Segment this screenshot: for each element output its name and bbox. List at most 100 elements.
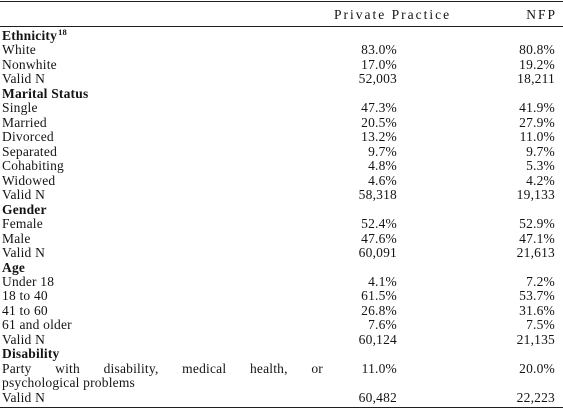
private-practice-value: 52,003 xyxy=(358,71,397,87)
nfp-value: 18,211 xyxy=(517,71,555,87)
table-row: Valid N 52,003 18,211 xyxy=(0,71,563,87)
row-label: Valid N xyxy=(2,389,46,405)
row-label: Married xyxy=(2,114,47,130)
table-row: Valid N 60,124 21,135 xyxy=(0,331,563,347)
private-practice-value: 17.0% xyxy=(361,56,397,72)
nfp-value: 31.6% xyxy=(519,302,555,318)
table-row: Valid N 60,482 22,223 xyxy=(0,389,563,405)
row-label: Valid N xyxy=(2,187,46,203)
section-heading-disability: Disability xyxy=(0,346,563,362)
row-label: Party with disability, medical health, o… xyxy=(2,360,323,376)
row-label: 41 to 60 xyxy=(2,302,48,318)
row-label: Widowed xyxy=(2,172,56,188)
private-practice-value: 13.2% xyxy=(361,129,397,145)
row-label: Separated xyxy=(2,143,58,159)
nfp-value: 21,135 xyxy=(516,331,555,347)
top-rule xyxy=(0,1,563,2)
row-label: 61 and older xyxy=(2,317,72,333)
nfp-value: 47.1% xyxy=(519,230,555,246)
nfp-value: 41.9% xyxy=(519,100,555,116)
row-label: Male xyxy=(2,230,31,246)
private-practice-value: 11.0% xyxy=(361,360,397,376)
nfp-value: 19,133 xyxy=(516,187,555,203)
column-header-private-practice: Private Practice xyxy=(334,7,452,22)
row-label: Valid N xyxy=(2,331,46,347)
private-practice-value: 20.5% xyxy=(361,114,397,130)
section-heading-ethnicity: Ethnicity18 xyxy=(0,26,563,43)
private-practice-value: 47.6% xyxy=(361,230,397,246)
private-practice-value: 4.8% xyxy=(368,158,397,174)
table-row-continuation: psychological problems xyxy=(0,375,563,391)
private-practice-value: 4.6% xyxy=(368,172,397,188)
nfp-value: 19.2% xyxy=(519,56,555,72)
private-practice-value: 26.8% xyxy=(361,302,397,318)
table-row: Separated 9.7% 9.7% xyxy=(0,143,563,159)
table-row: 18 to 40 61.5% 53.7% xyxy=(0,288,563,304)
table-row: 61 and older 7.6% 7.5% xyxy=(0,317,563,333)
section-heading-age: Age xyxy=(0,259,563,275)
table-row: Cohabiting 4.8% 5.3% xyxy=(0,158,563,174)
private-practice-value: 52.4% xyxy=(361,216,397,232)
table-row: Widowed 4.6% 4.2% xyxy=(0,172,563,188)
table-row: Female 52.4% 52.9% xyxy=(0,216,563,232)
row-label: Cohabiting xyxy=(2,158,64,174)
section-heading-gender: Gender xyxy=(0,201,563,217)
row-label: Valid N xyxy=(2,245,46,261)
table-row: Divorced 13.2% 11.0% xyxy=(0,129,563,145)
section-title-text: Ethnicity xyxy=(2,28,58,43)
table-row: 41 to 60 26.8% 31.6% xyxy=(0,302,563,318)
table-row: Male 47.6% 47.1% xyxy=(0,230,563,246)
table-row: White 83.0% 80.8% xyxy=(0,42,563,58)
section-title: Gender xyxy=(2,201,47,217)
private-practice-value: 47.3% xyxy=(361,100,397,116)
nfp-value: 7.5% xyxy=(526,317,555,333)
bottom-rule xyxy=(0,407,563,408)
table-row: Party with disability, medical health, o… xyxy=(0,360,563,376)
private-practice-value: 60,091 xyxy=(358,245,397,261)
nfp-value: 21,613 xyxy=(516,245,555,261)
header-rule xyxy=(0,26,563,27)
column-header-nfp: NFP xyxy=(526,7,557,22)
table-row: Single 47.3% 41.9% xyxy=(0,100,563,116)
table-body: Ethnicity18 White 83.0% 80.8% Nonwhite 1… xyxy=(0,26,563,405)
section-title: Age xyxy=(2,259,26,275)
private-practice-value: 60,482 xyxy=(358,389,397,405)
row-label-continuation: psychological problems xyxy=(2,375,135,391)
row-label: Divorced xyxy=(2,129,54,145)
section-title: Disability xyxy=(2,346,60,362)
nfp-value: 22,223 xyxy=(516,389,555,405)
row-label: 18 to 40 xyxy=(2,288,48,304)
table-row: Married 20.5% 27.9% xyxy=(0,114,563,130)
row-label: Valid N xyxy=(2,71,46,87)
table-row: Valid N 58,318 19,133 xyxy=(0,187,563,203)
private-practice-value: 61.5% xyxy=(361,288,397,304)
nfp-value: 11.0% xyxy=(519,129,555,145)
nfp-value: 5.3% xyxy=(526,158,555,174)
nfp-value: 52.9% xyxy=(519,216,555,232)
row-label: Female xyxy=(2,216,43,232)
private-practice-value: 7.6% xyxy=(368,317,397,333)
nfp-value: 53.7% xyxy=(519,288,555,304)
private-practice-value: 60,124 xyxy=(358,331,397,347)
nfp-value: 4.2% xyxy=(526,172,555,188)
section-title: Marital Status xyxy=(2,85,89,101)
row-label: Nonwhite xyxy=(2,56,57,72)
section-heading-marital-status: Marital Status xyxy=(0,85,563,101)
nfp-value: 27.9% xyxy=(519,114,555,130)
private-practice-value: 83.0% xyxy=(361,42,397,58)
row-label: White xyxy=(2,42,36,58)
private-practice-value: 4.1% xyxy=(368,273,397,289)
table-row: Valid N 60,091 21,613 xyxy=(0,245,563,261)
private-practice-value: 9.7% xyxy=(368,143,397,159)
nfp-value: 80.8% xyxy=(519,42,555,58)
row-label: Under 18 xyxy=(2,273,55,289)
table-row: Under 18 4.1% 7.2% xyxy=(0,273,563,289)
table-row: Nonwhite 17.0% 19.2% xyxy=(0,56,563,72)
row-label: Single xyxy=(2,100,38,116)
section-title: Ethnicity18 xyxy=(2,26,67,43)
footnote-marker: 18 xyxy=(58,26,67,37)
nfp-value: 7.2% xyxy=(526,273,555,289)
private-practice-value: 58,318 xyxy=(358,187,397,203)
nfp-value: 20.0% xyxy=(519,360,555,376)
